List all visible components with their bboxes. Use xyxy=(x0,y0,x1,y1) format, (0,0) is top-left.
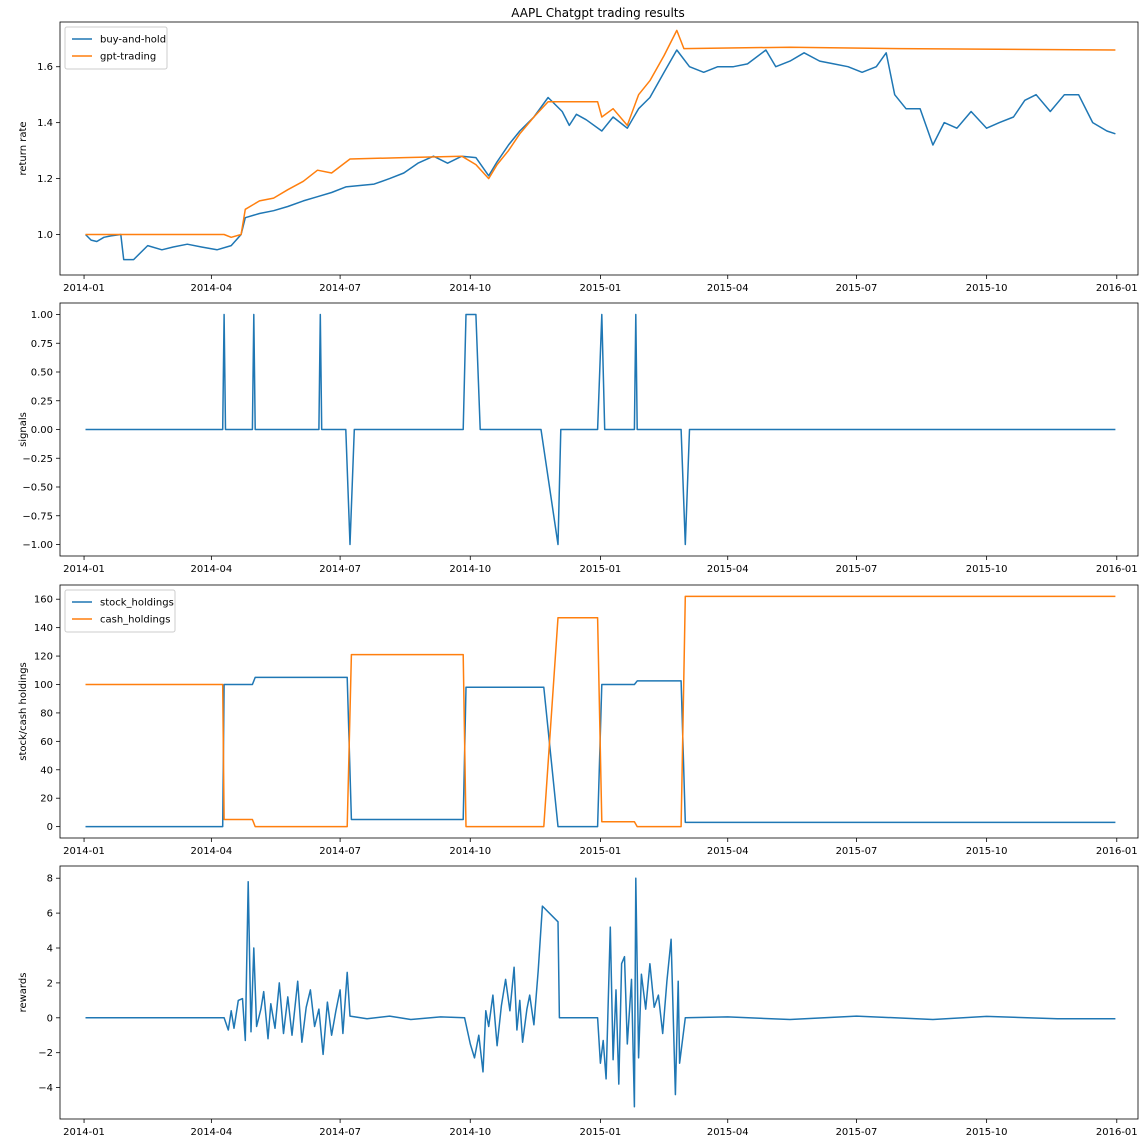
x-tick-label: 2014-10 xyxy=(449,564,491,575)
y-tick-label: 20 xyxy=(40,794,53,805)
x-tick-label: 2014-07 xyxy=(319,846,361,857)
legend-box xyxy=(64,589,176,633)
x-tick-label: 2014-04 xyxy=(190,564,232,575)
y-tick-label: 0.00 xyxy=(31,425,53,436)
x-tick-label: 2014-04 xyxy=(190,283,232,294)
x-tick-label: 2015-10 xyxy=(966,1127,1008,1138)
x-tick-label: 2015-04 xyxy=(707,1127,749,1138)
y-tick-label: −0.50 xyxy=(22,483,53,494)
x-tick-label: 2014-07 xyxy=(319,283,361,294)
x-tick-label: 2015-04 xyxy=(707,564,749,575)
axes-frame xyxy=(59,865,1139,1120)
x-tick-label: 2016-01 xyxy=(1096,1127,1138,1138)
x-tick-label: 2015-01 xyxy=(580,1127,622,1138)
y-tick-label: 1.4 xyxy=(37,118,53,129)
x-tick-label: 2016-01 xyxy=(1096,564,1138,575)
panels: 2014-01 2014-04 2014-07 2014-10 2015-01 2015-… xyxy=(18,21,1139,1138)
x-tick-label: 2015-07 xyxy=(836,283,878,294)
y-axis-label: stock/cash holdings xyxy=(18,662,29,761)
x-tick-label: 2014-01 xyxy=(63,283,105,294)
legend-entry: cash_holdings xyxy=(100,615,170,626)
x-tick-label: 2015-10 xyxy=(966,283,1008,294)
x-tick-label: 2014-04 xyxy=(190,846,232,857)
x-tick-label: 2015-01 xyxy=(580,564,622,575)
x-tick-label: 2015-07 xyxy=(836,564,878,575)
y-tick-label: 2 xyxy=(47,978,53,989)
y-tick-label: 120 xyxy=(34,652,53,663)
y-tick-label: 0 xyxy=(47,1013,53,1024)
x-tick-label: 2015-01 xyxy=(580,283,622,294)
series-line-buy-and-hold xyxy=(84,49,1116,261)
x-tick-label: 2015-01 xyxy=(580,846,622,857)
legend: buy-and-hold gpt-trading xyxy=(64,26,168,70)
x-tick-label: 2014-07 xyxy=(319,1127,361,1138)
x-tick-label: 2016-01 xyxy=(1096,846,1138,857)
y-tick-label: −0.25 xyxy=(22,454,53,465)
y-axis-label: signals xyxy=(18,412,29,447)
series-line-series-1 xyxy=(85,313,1116,546)
y-tick-label: 0.50 xyxy=(31,368,53,379)
legend-entry: stock_holdings xyxy=(100,598,174,609)
x-tick-label: 2014-01 xyxy=(63,1127,105,1138)
series-line-cash_holdings xyxy=(85,595,1116,828)
y-tick-label: 40 xyxy=(40,765,53,776)
x-tick-label: 2015-04 xyxy=(707,846,749,857)
x-tick-label: 2014-10 xyxy=(449,846,491,857)
x-tick-label: 2014-10 xyxy=(449,283,491,294)
x-tick-label: 2014-04 xyxy=(190,1127,232,1138)
y-tick-label: 60 xyxy=(40,737,53,748)
chart-panel-2: 2014-01 2014-04 2014-07 2014-10 2015-01 2015-… xyxy=(18,302,1139,575)
y-tick-label: 6 xyxy=(47,909,53,920)
legend-box xyxy=(64,26,168,70)
y-tick-label: 0.25 xyxy=(31,396,53,407)
y-tick-label: 8 xyxy=(47,874,53,885)
y-tick-label: 100 xyxy=(34,680,53,691)
x-tick-label: 2016-01 xyxy=(1096,283,1138,294)
x-tick-label: 2014-07 xyxy=(319,564,361,575)
x-tick-label: 2015-10 xyxy=(966,564,1008,575)
y-axis-label: return rate xyxy=(18,121,29,175)
y-tick-label: 4 xyxy=(47,944,53,955)
legend-entry: buy-and-hold xyxy=(100,35,166,46)
y-tick-label: −4 xyxy=(38,1083,53,1094)
y-axis-label: rewards xyxy=(18,973,29,1013)
x-tick-label: 2015-04 xyxy=(707,283,749,294)
y-tick-label: 160 xyxy=(34,595,53,606)
y-tick-label: 1.2 xyxy=(37,174,53,185)
legend: stock_holdings cash_holdings xyxy=(64,589,176,633)
x-tick-label: 2015-10 xyxy=(966,846,1008,857)
y-tick-label: 140 xyxy=(34,623,53,634)
x-tick-label: 2015-07 xyxy=(836,1127,878,1138)
x-tick-label: 2015-07 xyxy=(836,846,878,857)
y-tick-label: 1.6 xyxy=(37,62,53,73)
series-line-stock_holdings xyxy=(85,676,1116,828)
y-tick-label: 0.75 xyxy=(31,339,53,350)
chart-panel-4: 2014-01 2014-04 2014-07 2014-10 2015-01 2015-… xyxy=(18,865,1139,1138)
y-tick-label: 1.0 xyxy=(37,230,53,241)
y-tick-label: 1.00 xyxy=(31,310,53,321)
x-tick-label: 2014-01 xyxy=(63,564,105,575)
chart-panel-3: 2014-01 2014-04 2014-07 2014-10 2015-01 2015-… xyxy=(18,584,1139,857)
y-tick-label: −2 xyxy=(38,1048,53,1059)
x-tick-label: 2014-10 xyxy=(449,1127,491,1138)
x-tick-label: 2014-01 xyxy=(63,846,105,857)
series-line-series-1 xyxy=(85,877,1116,1108)
y-tick-label: −0.75 xyxy=(22,511,53,522)
figure-title: AAPL Chatgpt trading results xyxy=(511,6,684,20)
y-tick-label: 80 xyxy=(40,708,53,719)
axes-frame xyxy=(59,21,1139,276)
y-tick-label: 0 xyxy=(47,822,53,833)
axes-frame xyxy=(59,584,1139,839)
chart-panel-1: 2014-01 2014-04 2014-07 2014-10 2015-01 2015-… xyxy=(18,21,1139,294)
series-line-gpt-trading xyxy=(85,29,1116,239)
legend-entry: gpt-trading xyxy=(100,52,156,63)
y-tick-label: −1.00 xyxy=(22,540,53,551)
